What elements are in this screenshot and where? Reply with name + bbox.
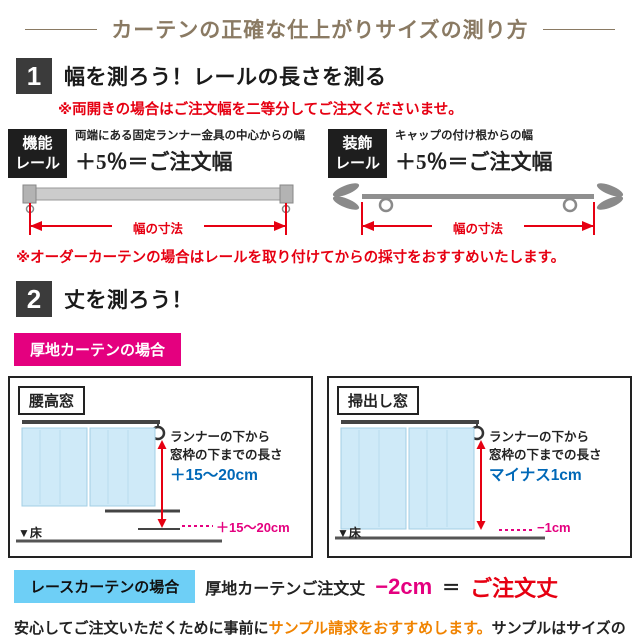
decorative-rail-block: 装飾 レール キャップの付け根からの幅 ＋5％＝ご注文幅 <box>328 129 632 240</box>
decorative-rail-text: キャップの付け根からの幅 ＋5％＝ご注文幅 <box>395 129 553 176</box>
step2-heading: 丈を測ろう！ <box>64 289 193 312</box>
window-desc-line2: 窓枠の下までの長さ <box>170 448 283 463</box>
step1-bottom-note: ※オーダーカーテンの場合はレールを取り付けてからの採寸をおすすめいたします。 <box>16 250 566 266</box>
step1-number-badge: 1 <box>16 58 52 94</box>
page-title: カーテンの正確な仕上がりサイズの測り方 <box>111 19 529 42</box>
floor-label: ▼床 <box>337 526 361 540</box>
decorative-rail-drawing <box>332 183 624 235</box>
waist-high-window-drawing <box>16 420 222 543</box>
title-decor-line-right <box>542 28 615 30</box>
decorative-rail-width-label: 幅の寸法 <box>448 218 508 237</box>
step1-section: 1 幅を測ろう！レールの長さを測る ※両開きの場合はご注文幅を二等分してご注文く… <box>0 58 640 267</box>
functional-rail-desc: 両端にある固定ランナー金具の中心からの幅 <box>75 130 306 142</box>
functional-rail-width-label: 幅の寸法 <box>128 218 188 237</box>
window-measure-callout: ＋15〜20cm <box>216 520 290 535</box>
lace-curtain-row: レースカーテンの場合 厚地カーテンご注文丈 −2cm ＝ ご注文丈 <box>14 570 640 603</box>
step1-header: 1 幅を測ろう！レールの長さを測る <box>16 58 640 94</box>
page-header: カーテンの正確な仕上がりサイズの測り方 <box>0 0 640 44</box>
sweep-out-window-drawing <box>335 420 545 540</box>
functional-rail-formula: ＋5％＝ご注文幅 <box>75 149 233 174</box>
waist-high-window-diagram: 腰高窓 ランナーの下から 窓枠の下までの長さ ＋15〜20cm ＋15〜20cm… <box>8 376 313 558</box>
window-measure-description: ランナーの下から 窓枠の下までの長さ ＋15〜20cm <box>170 428 310 488</box>
window-desc-line2: 窓枠の下までの長さ <box>489 448 602 463</box>
step2-header: 2 丈を測ろう！ <box>16 281 640 317</box>
decorative-rail-label-line2: レール <box>335 154 381 172</box>
window-title: 掃出し窓 <box>337 386 420 415</box>
lace-formula-equals: ＝ <box>442 577 461 598</box>
functional-rail-text: 両端にある固定ランナー金具の中心からの幅 ＋5％＝ご注文幅 <box>75 129 305 176</box>
decorative-rail-label-line1: 装飾 <box>342 135 373 152</box>
functional-rail-drawing <box>22 184 294 235</box>
step2-number-badge: 2 <box>16 281 52 317</box>
functional-rail-illustration: 幅の寸法 <box>8 182 308 240</box>
lace-formula-pre: 厚地カーテンご注文丈 <box>205 580 366 598</box>
window-measure-description: ランナーの下から 窓枠の下までの長さ マイナス1cm <box>489 428 629 488</box>
functional-rail-head: 機能 レール 両端にある固定ランナー金具の中心からの幅 ＋5％＝ご注文幅 <box>8 129 312 178</box>
decorative-rail-desc: キャップの付け根からの幅 <box>395 130 534 142</box>
window-desc-line1: ランナーの下から <box>489 430 590 444</box>
title-decor-line-left <box>25 28 98 30</box>
floor-label: ▼床 <box>18 526 42 540</box>
decorative-rail-label: 装飾 レール <box>328 129 388 178</box>
window-title: 腰高窓 <box>18 386 86 415</box>
step2-section: 2 丈を測ろう！ 厚地カーテンの場合 <box>0 281 640 603</box>
decorative-rail-formula: ＋5％＝ご注文幅 <box>395 149 553 174</box>
window-diagrams-row: 腰高窓 ランナーの下から 窓枠の下までの長さ ＋15〜20cm ＋15〜20cm… <box>8 376 632 558</box>
footer-text: サンプルは <box>491 620 567 637</box>
window-measure-callout: −1cm <box>537 520 571 535</box>
sweep-out-window-diagram: 掃出し窓 ランナーの下から 窓枠の下までの長さ マイナス1cm −1cm ▼床 <box>327 376 632 558</box>
window-measure-value: マイナス1cm <box>489 467 582 485</box>
decorative-rail-head: 装飾 レール キャップの付け根からの幅 ＋5％＝ご注文幅 <box>328 129 632 178</box>
thick-curtain-tag: 厚地カーテンの場合 <box>14 333 182 366</box>
lace-formula-minus: −2cm <box>375 573 433 599</box>
window-desc-line1: ランナーの下から <box>170 430 271 444</box>
step1-heading: 幅を測ろう！レールの長さを測る <box>64 66 387 89</box>
footer-text: 安心してご注文いただくために事前に <box>14 620 269 637</box>
window-measure-value: ＋15〜20cm <box>170 467 258 485</box>
functional-rail-label-line2: レール <box>15 154 61 172</box>
step1-note: ※両開きの場合はご注文幅を二等分してご注文くださいませ。 <box>58 102 463 118</box>
sample-request-note: 安心してご注文いただくために事前にサンプル請求をおすすめします。サンプルはサイズ… <box>14 617 626 640</box>
functional-rail-block: 機能 レール 両端にある固定ランナー金具の中心からの幅 ＋5％＝ご注文幅 <box>8 129 312 240</box>
functional-rail-label: 機能 レール <box>8 129 68 178</box>
functional-rail-label-line1: 機能 <box>22 135 53 152</box>
decorative-rail-illustration: 幅の寸法 <box>328 182 628 240</box>
footer-highlight-sample-request: サンプル請求をおすすめします。 <box>268 620 492 637</box>
footer-text: サイズの選択肢から <box>566 620 626 637</box>
lace-formula-result: ご注文丈 <box>470 575 559 601</box>
lace-curtain-tag: レースカーテンの場合 <box>14 570 196 603</box>
rails-row: 機能 レール 両端にある固定ランナー金具の中心からの幅 ＋5％＝ご注文幅 <box>8 129 632 240</box>
